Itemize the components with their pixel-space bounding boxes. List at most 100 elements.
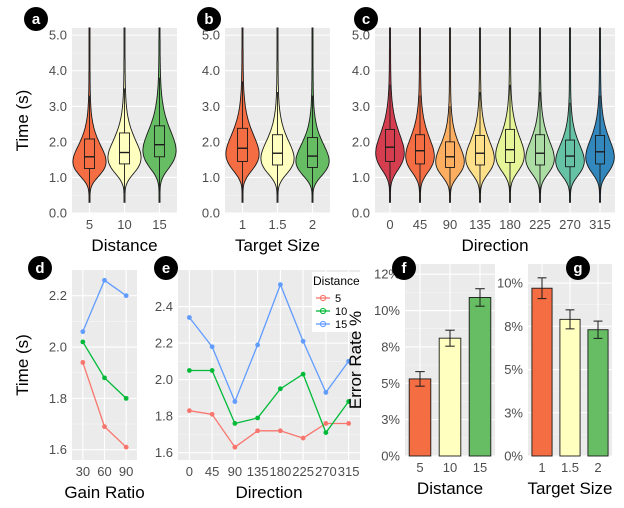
panel-g: 0% 3% 5% 8% 10% 1 1.5 2 Target Size <box>497 264 613 498</box>
panel-c-box <box>475 134 485 166</box>
panel-b-ytick-label: 2.0 <box>202 134 220 149</box>
panel-a-ytick-label: 0.0 <box>49 206 67 221</box>
panel-f-bar <box>408 378 432 457</box>
panel-e-legend-background <box>312 272 362 332</box>
panel-g-bar <box>531 287 553 457</box>
panel-b-xtick-label: 1.5 <box>268 217 286 232</box>
panel-f-x-axis-title: Distance <box>417 479 483 498</box>
panel-d-data-point <box>80 329 86 335</box>
panel-e-data-point <box>255 415 261 421</box>
panel-badge-circle <box>28 256 52 280</box>
panel-f-y-axis-title: Error Rate % <box>346 311 365 409</box>
panel-badge-circle <box>154 256 178 280</box>
panel-c-box <box>385 128 395 162</box>
panel-badge-a: a <box>24 7 48 31</box>
panel-f-ytick-label: 10% <box>374 303 400 318</box>
panel-b-ytick-label: 3.0 <box>202 99 220 114</box>
panel-c-background <box>375 28 615 213</box>
panel-badge-circle <box>392 256 416 280</box>
panel-e-data-point <box>209 344 215 350</box>
panel-e-series-line <box>189 369 350 434</box>
panel-e-data-point <box>323 430 329 435</box>
panel-e-legend-key-marker <box>319 320 327 328</box>
panel-a-xtick-label: 15 <box>152 217 166 232</box>
panel-badge-circle <box>197 7 221 31</box>
panel-e-ytick-label: 1.6 <box>155 445 173 460</box>
panel-a-ytick-label: 1.0 <box>49 170 67 185</box>
panel-g-bar <box>587 329 609 457</box>
panel-badge-g: g <box>566 256 590 280</box>
panel-g-ytick-label: 5% <box>504 362 523 377</box>
panel-c: 0.0 1.0 2.0 3.0 4.0 5.0 0 45 90 135 180 225 270 315 Di… <box>352 27 615 255</box>
panel-g-ytick-label: 10% <box>497 276 523 291</box>
panel-badge-d: d <box>28 256 52 280</box>
panel-c-box <box>595 134 605 165</box>
panel-e-xtick-label: 45 <box>205 464 219 479</box>
panel-badge-letter: b <box>204 11 213 28</box>
panel-e-legend-label: 10 <box>335 306 347 318</box>
panel-b-ytick-label: 4.0 <box>202 63 220 78</box>
panel-e-data-point <box>186 408 192 414</box>
panel-e-data-point <box>346 399 352 404</box>
panel-e-ytick-label: 2.4 <box>155 299 173 314</box>
panel-g-xtick-label: 1.5 <box>561 460 579 475</box>
panel-c-box <box>565 139 575 168</box>
panel-e-legend-title: Distance <box>313 274 360 288</box>
panel-c-ytick-label: 2.0 <box>352 134 370 149</box>
panel-b-ytick-label: 1.0 <box>202 170 220 185</box>
panel-d-data-point <box>123 293 129 299</box>
panel-e-series-line <box>188 282 350 404</box>
panel-e-legend-key-marker <box>319 307 327 315</box>
panel-b-x-axis-title: Target Size <box>235 236 320 255</box>
panel-badge-circle <box>24 7 48 31</box>
panel-b-xtick-label: 2 <box>309 217 316 232</box>
panel-a-box <box>119 132 130 165</box>
panel-e-data-point <box>255 428 261 434</box>
panel-c-xtick-label: 180 <box>499 217 521 232</box>
panel-c-xtick-label: 45 <box>413 217 427 232</box>
panel-e-data-point <box>300 338 306 344</box>
panel-f-xtick-label: 5 <box>416 460 423 475</box>
panel-f-bar <box>468 297 492 457</box>
panel-e-ytick-label: 1.8 <box>155 409 173 424</box>
panel-g-x-axis-title: Target Size <box>527 479 612 498</box>
panel-e-series-line <box>189 410 349 449</box>
panel-badges-layer: a b c d e f g <box>24 7 590 280</box>
panel-c-ytick-label: 5.0 <box>352 28 370 43</box>
panel-badge-e: e <box>154 256 178 280</box>
panel-d-data-point <box>80 339 86 345</box>
panel-e-xtick-label: 315 <box>338 464 360 479</box>
panel-c-box <box>505 128 515 163</box>
panel-a-ytick-label: 2.0 <box>49 134 67 149</box>
panel-e-ytick-label: 2.2 <box>155 336 173 351</box>
panel-e-data-point <box>277 428 283 434</box>
panel-e-data-point <box>209 368 215 373</box>
panel-c-box <box>415 134 425 165</box>
panel-d-x-axis-title: Gain Ratio <box>64 483 144 502</box>
panel-b-box <box>237 127 248 162</box>
panel-e: 1.6 1.8 2.0 2.2 2.4 0 45 90 135 180 225 270 315 Dista… <box>155 270 362 502</box>
panel-g-ytick-label: 0% <box>504 449 523 464</box>
panel-d-xtick-label: 30 <box>76 464 90 479</box>
panel-e-data-point <box>323 421 329 426</box>
panel-d-xtick-label: 60 <box>97 464 111 479</box>
panel-e-data-point <box>255 342 261 348</box>
panel-g-ytick-label: 3% <box>504 405 523 420</box>
panel-b-ytick-label: 5.0 <box>202 28 220 43</box>
panel-c-box <box>445 141 455 168</box>
panel-d-data-point <box>102 424 107 430</box>
panel-g-xtick-label: 2 <box>594 460 601 475</box>
panel-g-xtick-label: 1 <box>538 460 545 475</box>
panel-d-ytick-label: 1.6 <box>49 442 67 457</box>
panel-e-xtick-label: 225 <box>292 464 314 479</box>
panel-c-ytick-label: 3.0 <box>352 99 370 114</box>
panel-e-data-point <box>209 411 215 417</box>
panel-c-xtick-label: 270 <box>559 217 581 232</box>
panel-e-xtick-label: 180 <box>270 464 292 479</box>
panel-a-ytick-label: 5.0 <box>49 28 67 43</box>
panel-e-xtick-label: 270 <box>315 464 337 479</box>
panel-d-ytick-label: 1.8 <box>49 391 67 406</box>
panel-c-ytick-label: 0.0 <box>352 206 370 221</box>
